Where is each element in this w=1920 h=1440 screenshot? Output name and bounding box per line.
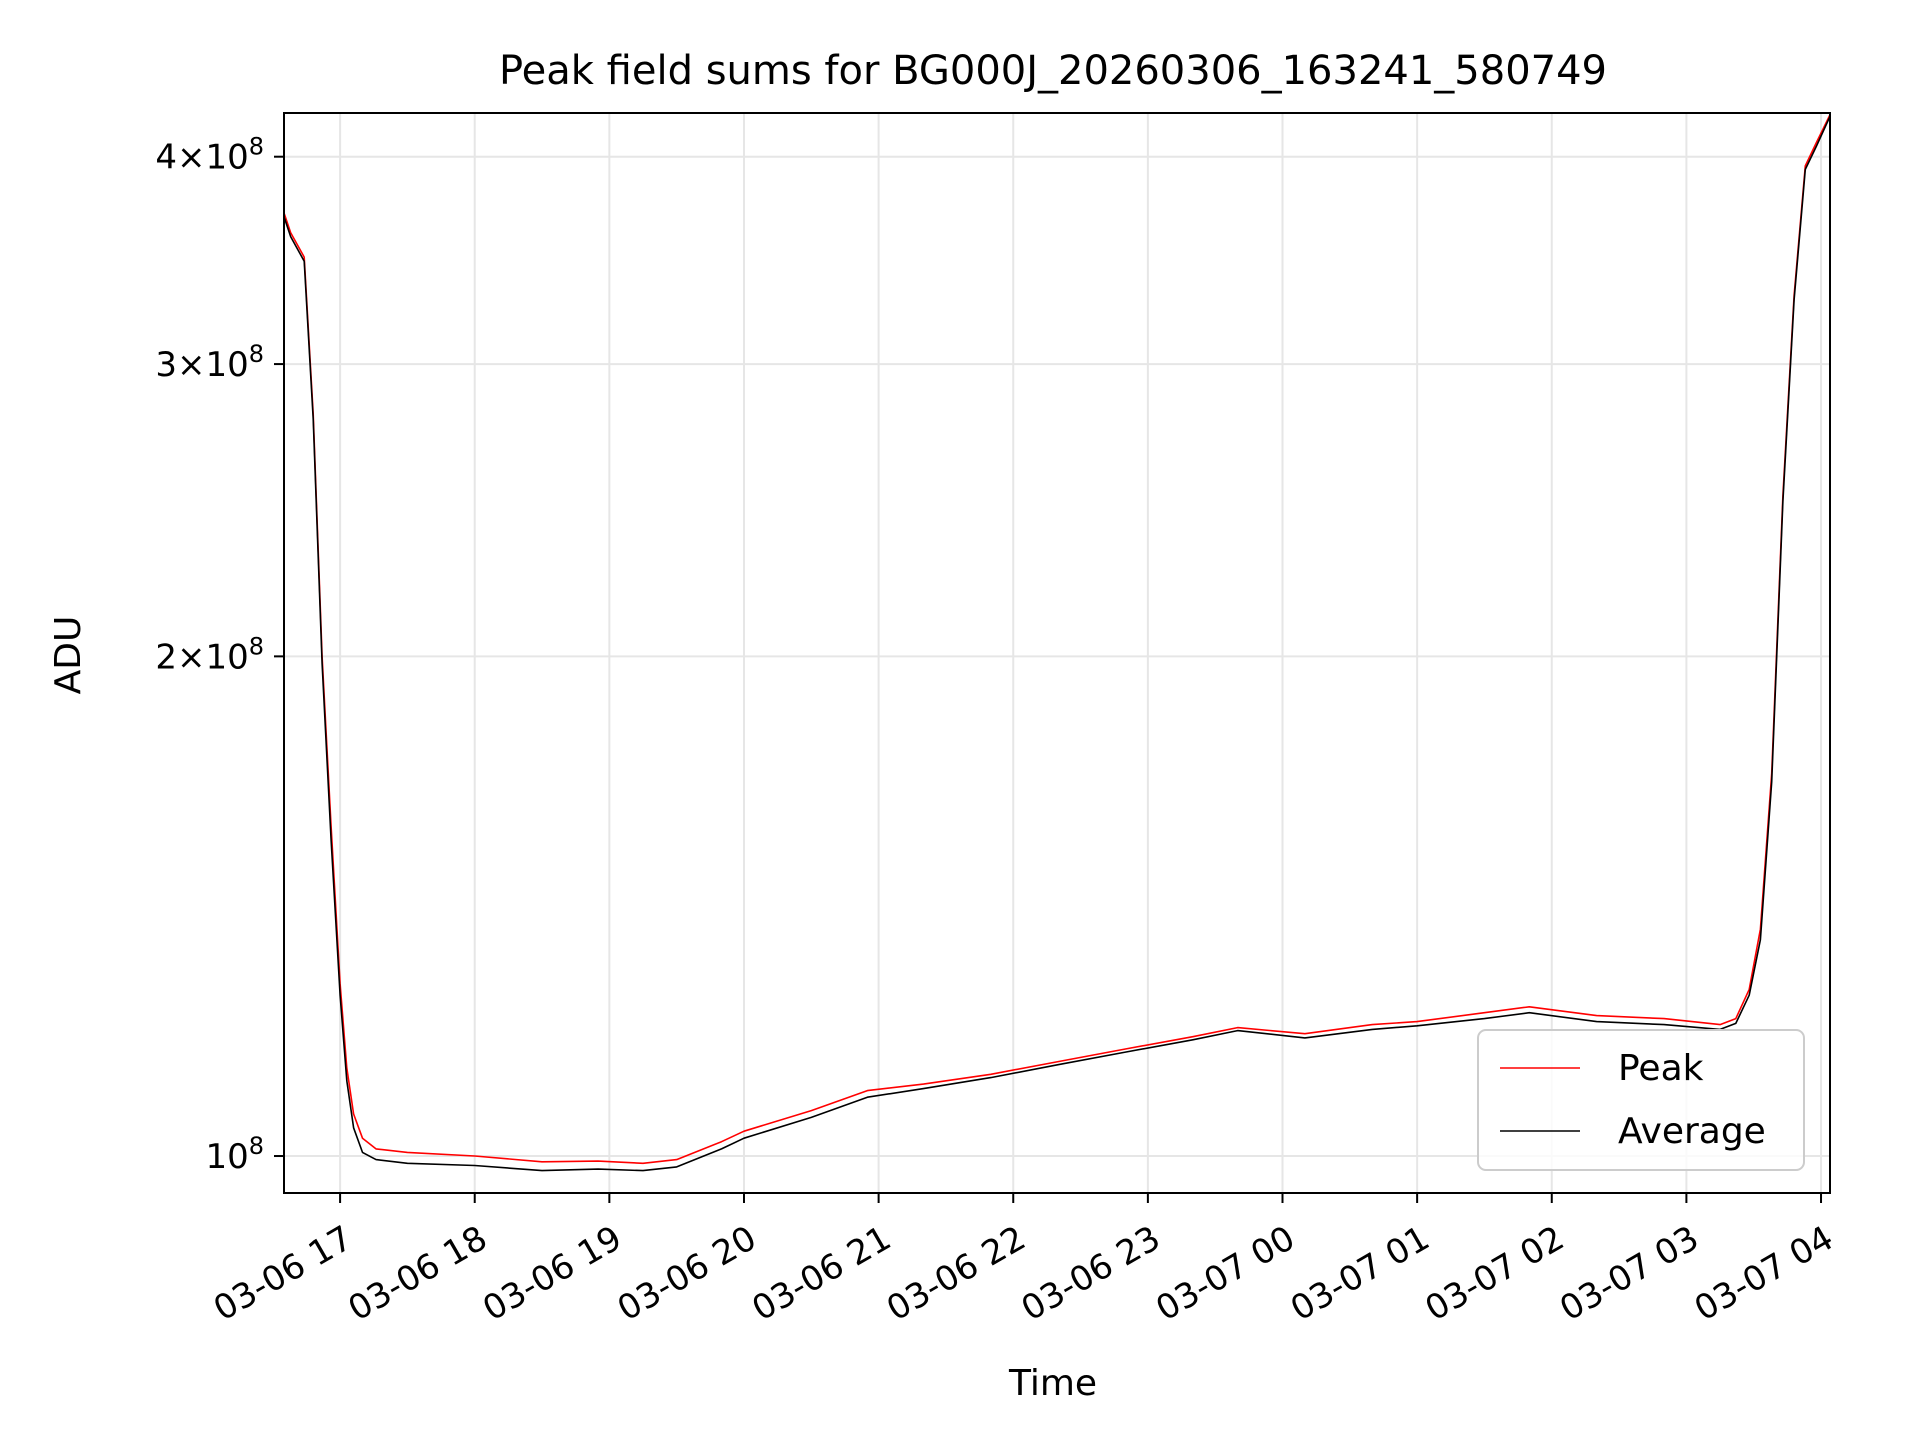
plot-frame [283,112,1831,1194]
legend-label-average: Average [1618,1111,1766,1152]
x-axis-label: Time [1008,1363,1097,1404]
y-tick-label: 4×108 [155,133,264,178]
legend-box [1477,1029,1805,1171]
series-line-peak [283,114,1831,1165]
y-tick-label: 108 [205,1132,264,1177]
series-line-average [283,116,1831,1172]
plot-lines [283,114,1831,1172]
legend-label-peak: Peak [1618,1048,1704,1089]
y-axis-label: ADU [48,616,89,695]
legend: Peak Average [1477,1029,1805,1171]
y-tick-label: 3×108 [155,340,264,385]
chart-title: Peak field sums for BG000J_20260306_1632… [499,48,1607,94]
y-tick-label: 2×108 [155,632,264,677]
y-axis: 108 2×108 3×108 4×108 [155,133,284,1177]
